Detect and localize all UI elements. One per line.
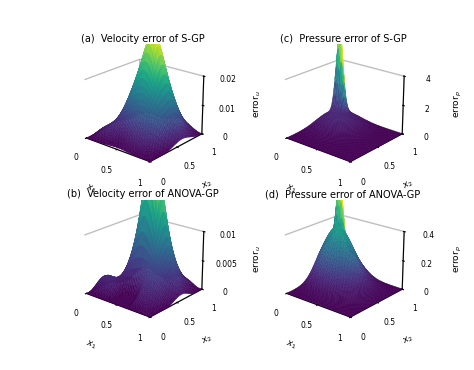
Y-axis label: $x_2$: $x_2$ xyxy=(401,177,415,192)
X-axis label: $x_1$: $x_1$ xyxy=(284,182,298,196)
Title: (c)  Pressure error of S-GP: (c) Pressure error of S-GP xyxy=(280,34,407,44)
Title: (b)  Velocity error of ANOVA-GP: (b) Velocity error of ANOVA-GP xyxy=(67,189,219,199)
X-axis label: $x_1$: $x_1$ xyxy=(84,182,98,196)
X-axis label: $x_1$: $x_1$ xyxy=(84,338,98,352)
Title: (a)  Velocity error of S-GP: (a) Velocity error of S-GP xyxy=(81,34,205,44)
Y-axis label: $x_2$: $x_2$ xyxy=(401,333,415,347)
Y-axis label: $x_2$: $x_2$ xyxy=(201,177,215,192)
Y-axis label: $x_2$: $x_2$ xyxy=(201,333,215,347)
Title: (d)  Pressure error of ANOVA-GP: (d) Pressure error of ANOVA-GP xyxy=(265,189,421,199)
X-axis label: $x_1$: $x_1$ xyxy=(284,338,298,352)
